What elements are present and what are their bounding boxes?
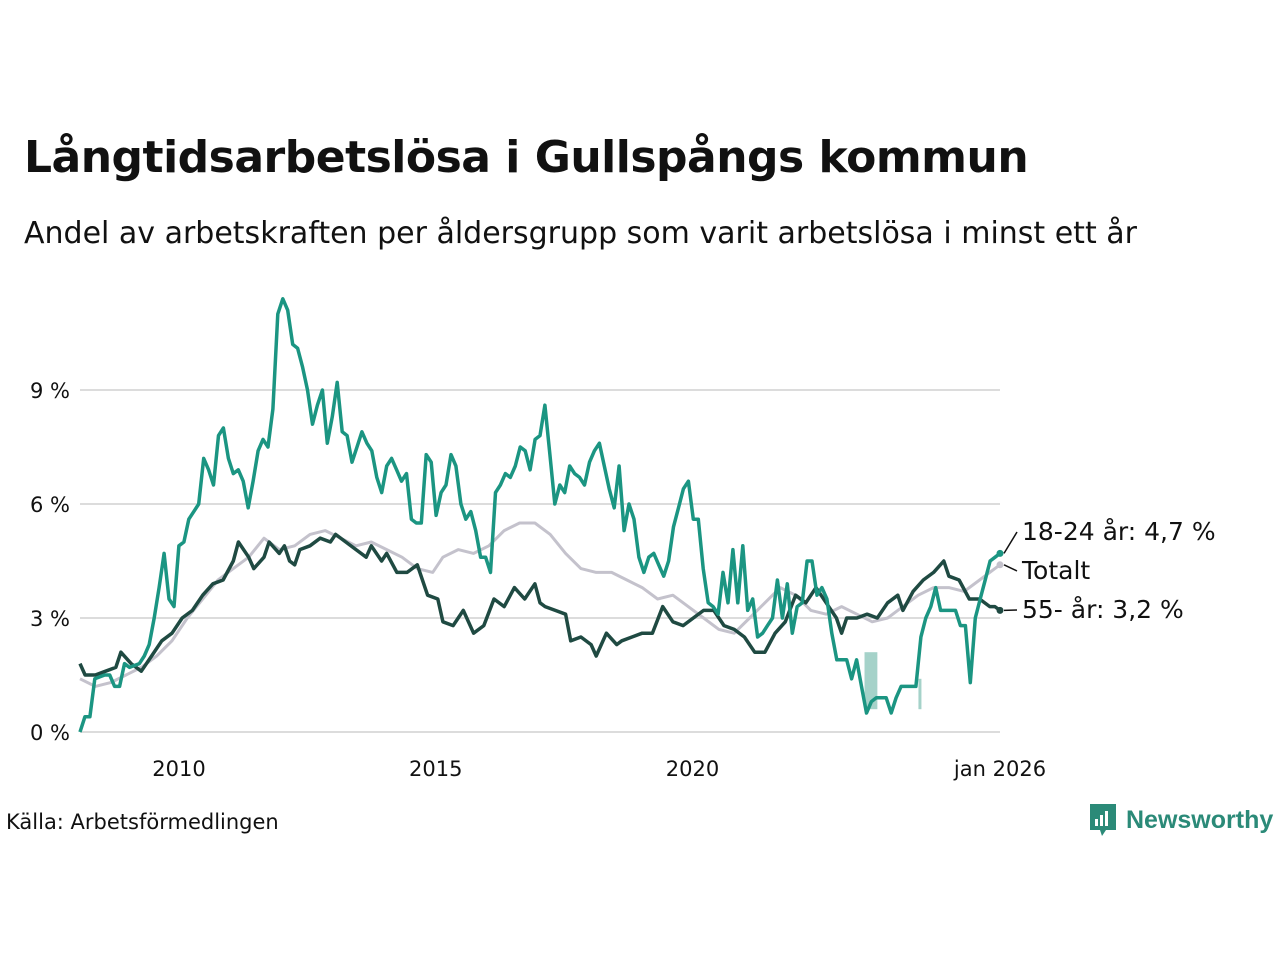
series-line-young (78, 297, 1002, 733)
source-note: Källa: Arbetsförmedlingen (6, 810, 279, 834)
brand-name: Newsworthy (1126, 805, 1274, 834)
y-tick-label: 6 % (30, 493, 70, 517)
series-end-label: 55- år: 3,2 % (1022, 595, 1184, 624)
series-lines (78, 297, 1004, 733)
y-axis-ticks: 0 % 3 % 6 % 9 % (30, 379, 70, 745)
series-end-marker (996, 561, 1004, 569)
x-tick-label: jan 2026 (953, 757, 1046, 781)
leader-line (1003, 531, 1018, 554)
newsworthy-icon (1090, 804, 1116, 836)
series-line-old (78, 532, 1002, 677)
y-tick-label: 9 % (30, 379, 70, 403)
series-line-total (79, 521, 1001, 688)
x-tick-label: 2020 (666, 757, 719, 781)
y-tick-label: 0 % (30, 721, 70, 745)
y-tick-label: 3 % (30, 607, 70, 631)
series-end-marker (996, 606, 1004, 614)
uncertainty-band (918, 678, 922, 710)
x-axis-ticks: 2010 2015 2020 jan 2026 (152, 757, 1046, 781)
series-end-marker (996, 549, 1004, 557)
x-tick-label: 2010 (152, 757, 205, 781)
chart-title: Långtidsarbetslösa i Gullspångs kommun (24, 132, 1029, 183)
chart-subtitle: Andel av arbetskraften per åldersgrupp s… (24, 216, 1137, 251)
end-labels: Totalt 55- år: 3,2 % 18-24 år: 4,7 % (1003, 517, 1216, 624)
uncertainty-band (864, 652, 878, 710)
brand-logo[interactable]: Newsworthy (1088, 802, 1273, 838)
series-end-label: 18-24 år: 4,7 % (1022, 517, 1216, 546)
leader-line (1003, 564, 1018, 572)
line-chart: 0 % 3 % 6 % 9 % 2010 2015 2020 jan 2026 Totalt… (30, 297, 1216, 781)
x-tick-label: 2015 (409, 757, 462, 781)
uncertainty-bands (864, 652, 922, 710)
series-end-label: Totalt (1021, 556, 1090, 585)
